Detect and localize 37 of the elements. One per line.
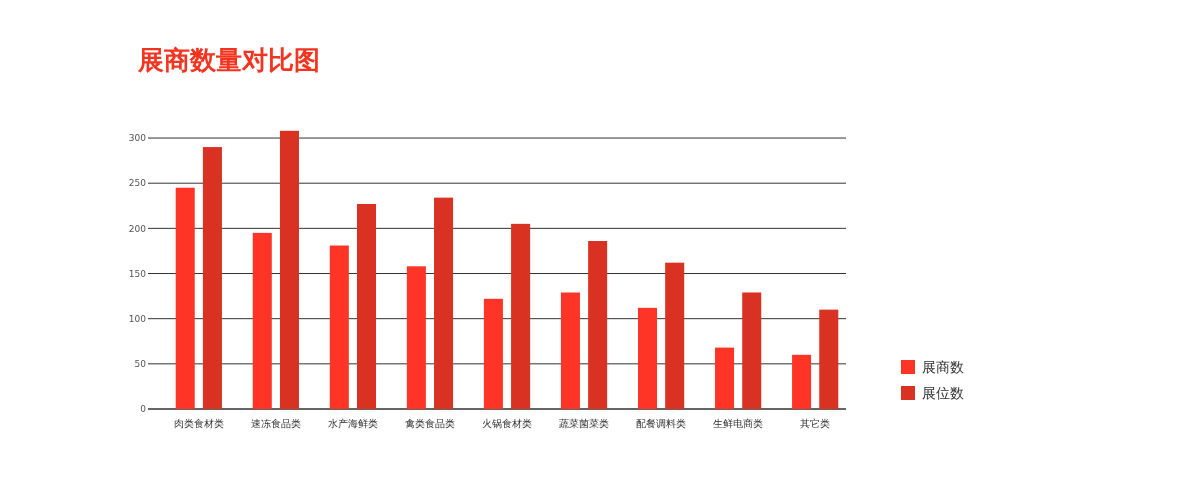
bar <box>329 245 349 409</box>
x-tick-label: 火锅食材类 <box>482 418 532 429</box>
bar <box>588 241 608 409</box>
bar <box>742 292 762 409</box>
bar <box>202 147 222 409</box>
bar <box>560 292 580 409</box>
bar <box>792 354 812 409</box>
bar <box>356 203 377 409</box>
legend-label: 展位数 <box>922 384 964 401</box>
bar <box>175 187 195 409</box>
x-tick-label: 其它类 <box>800 418 831 429</box>
x-tick-label: 蔬菜菌菜类 <box>559 418 610 429</box>
bar <box>252 232 272 409</box>
bar <box>665 262 685 409</box>
x-tick-label: 禽类食品类 <box>404 418 455 429</box>
bar <box>483 298 503 409</box>
y-tick-label: 50 <box>134 358 147 369</box>
y-tick-label: 150 <box>128 268 147 279</box>
bar <box>511 223 531 409</box>
x-tick-label: 肉类食材类 <box>173 418 224 429</box>
y-tick-label: 250 <box>128 178 147 189</box>
y-tick-label: 300 <box>128 133 147 144</box>
x-tick-label: 配餐调料类 <box>636 418 687 429</box>
legend-label: 展商数 <box>922 358 964 375</box>
bar <box>434 197 454 409</box>
x-tick-label: 水产海鲜类 <box>327 418 378 429</box>
bar <box>819 309 839 409</box>
y-tick-label: 200 <box>128 223 147 234</box>
bar <box>637 307 658 409</box>
bar <box>715 347 735 409</box>
bar <box>406 266 426 409</box>
bar <box>279 130 299 409</box>
y-tick-label: 0 <box>140 404 147 415</box>
chart-title: 展商数量对比图 <box>137 45 320 75</box>
x-tick-label: 生鲜电商类 <box>713 418 764 429</box>
y-tick-label: 100 <box>128 313 147 324</box>
x-tick-label: 速冻食品类 <box>250 418 301 429</box>
